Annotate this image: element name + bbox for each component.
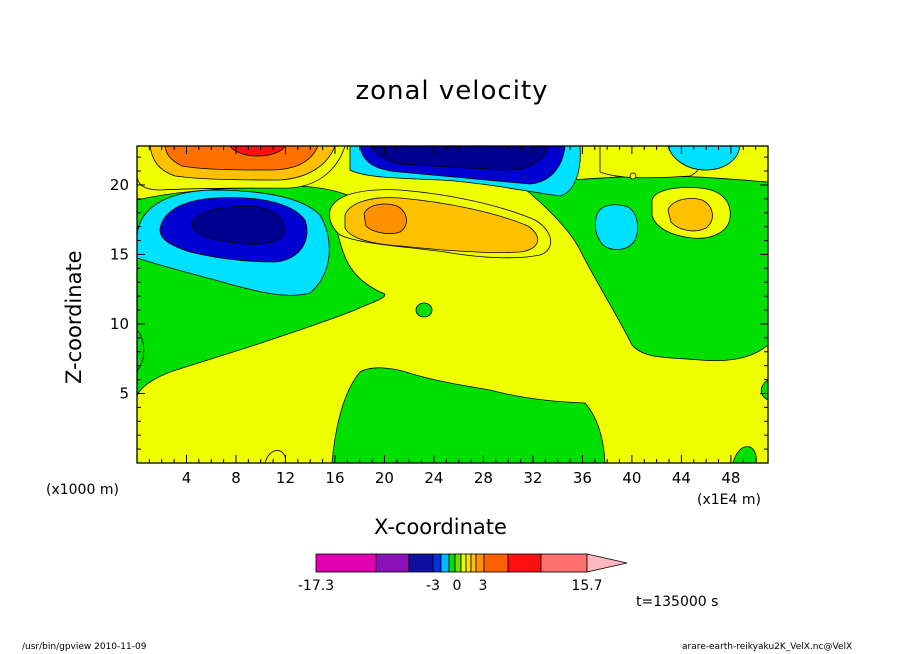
x-axis-label: X-coordinate [374, 515, 507, 539]
time-label: t=135000 s [636, 594, 719, 610]
x-tick-label: 4 [182, 469, 192, 487]
colorbar-segment [375, 553, 410, 573]
x-tick-label: 24 [424, 469, 443, 487]
y-tick-label: 20 [110, 176, 129, 194]
field-near-zero-lower [331, 367, 606, 463]
x-tick-label: 20 [375, 469, 394, 487]
x-tick-label: 32 [523, 469, 542, 487]
field-strongest-negative-left [191, 205, 285, 245]
colorbar-segment [483, 553, 509, 573]
colorbar-label: 15.7 [571, 578, 602, 594]
x-unit-right: (x1E4 m) [697, 492, 761, 508]
colorbar: -17.3 -3 0 3 15.7 [298, 553, 628, 594]
colorbar-segment [465, 553, 472, 573]
x-unit-left: (x1000 m) [46, 482, 119, 498]
colorbar-label: 0 [453, 578, 462, 594]
plot-frame [136, 145, 769, 464]
field-strongest-negative-top [371, 146, 549, 171]
y-tick-label: 15 [110, 245, 129, 263]
x-tick-label: 44 [672, 469, 691, 487]
colorbar-segment [507, 553, 542, 573]
field-near-zero-corner [732, 446, 757, 463]
field-weak-negative-topright [667, 146, 741, 171]
field-moderate-positive-right [667, 198, 713, 232]
x-tick-label: 36 [573, 469, 592, 487]
x-tick-label: 8 [231, 469, 241, 487]
colorbar-label: -17.3 [298, 578, 334, 594]
x-tick-label: 28 [474, 469, 493, 487]
colorbar-segment [454, 553, 462, 573]
colorbar-segment [460, 553, 467, 573]
colorbar-segment [315, 553, 377, 573]
footer-program-date: /usr/bin/gpview 2010-11-09 [22, 642, 147, 652]
colorbar-arrow [586, 553, 628, 573]
y-axis: 5 10 15 20 [110, 156, 768, 450]
colorbar-segment [432, 553, 442, 573]
colorbar-label: 3 [479, 578, 488, 594]
x-axis: 4 8 12 16 20 24 28 32 36 40 44 48 [148, 146, 769, 487]
y-axis-label: Z-coordinate [62, 250, 86, 384]
field-weak-negative-right [594, 204, 638, 250]
y-tick-label: 10 [110, 315, 129, 333]
colorbar-segment [408, 553, 434, 573]
footer-file-variable: arare-earth-reikyaku2K_VelX.nc@VelX [682, 642, 853, 652]
colorbar-segment [440, 553, 450, 573]
x-tick-label: 16 [325, 469, 344, 487]
colorbar-segment [540, 553, 588, 573]
field-weak-positive-small [629, 172, 637, 180]
x-tick-label: 12 [276, 469, 295, 487]
colorbar-label: -3 [426, 578, 440, 594]
field-near-zero-small [415, 302, 433, 318]
field-strong-positive-topleft [164, 146, 319, 171]
field-strong-positive-center [363, 203, 407, 234]
y-tick-label: 5 [119, 384, 129, 402]
colorbar-segment [448, 553, 456, 573]
colorbar-segment [475, 553, 485, 573]
x-tick-label: 40 [622, 469, 641, 487]
chart-title: zonal velocity [355, 76, 549, 106]
colorbar-segment [470, 553, 477, 573]
x-tick-label: 48 [721, 469, 740, 487]
contour-field [137, 146, 768, 463]
